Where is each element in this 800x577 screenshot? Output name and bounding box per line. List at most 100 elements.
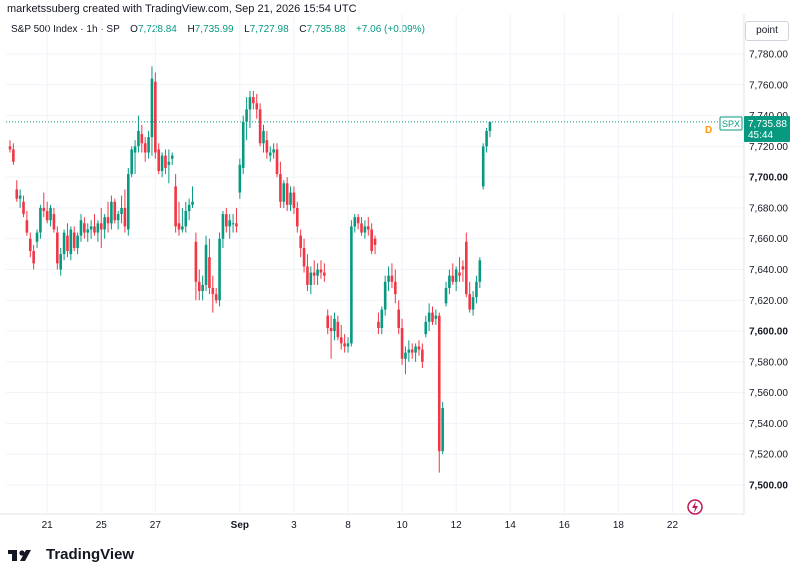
candle-body [370,229,373,252]
candle [421,343,424,369]
candle-body [79,220,83,236]
close-value: 7,735.88 [306,24,346,35]
chart-caption: marketssuberg created with TradingView.c… [7,3,357,15]
candle [106,201,110,233]
candle-body [316,269,319,276]
candle-body [339,337,343,344]
candle [481,143,485,190]
candle [252,90,255,110]
candle-body [177,223,181,230]
candle [394,269,397,304]
symbol-legend: S&P 500 Index · 1h · SP O7,728.84 H7,735… [11,24,425,35]
candle-body [181,226,184,230]
candle [397,300,400,335]
change-value: +7.06 (+0.09%) [355,24,425,35]
candle [488,121,492,138]
x-tick-label: 8 [345,520,351,531]
x-tick-label: 18 [613,520,625,531]
candle [417,340,421,356]
candle-body [377,321,380,328]
candle-body [93,226,96,233]
candle-body [306,266,309,285]
candle-body [296,207,299,227]
candle-body [110,201,113,224]
candle-body [421,349,424,362]
x-tick-label: 25 [96,520,108,531]
candle-body [143,143,147,153]
x-tick-label: 16 [559,520,571,531]
x-tick-label: 14 [505,520,517,531]
lightning-icon[interactable] [687,499,703,515]
candle-body [241,121,245,168]
candle-body [32,251,35,264]
candle-body [69,229,73,255]
candle [475,275,478,304]
candle [204,235,208,292]
candle [167,149,171,184]
candle-body [363,226,367,233]
candle [292,186,296,215]
candle [225,207,228,233]
candle [360,217,363,236]
candle-body [221,214,225,239]
candle-body [99,223,103,230]
candle-body [312,272,316,276]
candle [150,66,154,156]
candle-body [228,220,231,227]
candle-body [235,223,238,227]
candle [120,195,123,224]
candle-body [113,201,117,221]
candle [12,143,15,165]
candle-body [343,343,346,347]
candle [184,201,188,233]
candle [66,223,69,258]
candle-body [140,134,144,144]
candle-body [471,297,475,310]
candle [363,220,367,239]
candle-body [319,269,323,273]
candle [309,266,313,295]
candle [28,232,32,258]
candle-body [52,214,56,230]
candle-body [268,152,272,156]
candle [25,211,29,236]
candle-body [410,349,414,353]
price-tag-symbol: SPX [722,119,740,129]
candle [390,263,394,288]
candle [116,211,120,230]
candle [231,214,235,233]
candle-body [133,146,137,153]
candle [454,266,458,292]
y-tick-label: 7,560.00 [749,388,788,399]
dividend-marker[interactable]: D [705,125,712,136]
candle [208,238,211,295]
scale-mode-button[interactable]: point [745,21,789,41]
candle [383,275,387,316]
candle-body [448,275,451,288]
candle [187,198,191,221]
candle [170,152,174,165]
candle [18,189,22,208]
candle [79,214,83,242]
candle-body [191,201,194,205]
candle-body [279,174,282,202]
x-tick-label: 27 [150,520,162,531]
candle-body [468,294,471,310]
candle [218,232,221,307]
candle-body [96,223,100,233]
y-tick-label: 7,620.00 [749,296,788,307]
candle-body [167,161,171,165]
candle [370,223,373,255]
candle-body [18,195,22,199]
candle [387,266,390,292]
candle-body [461,266,465,270]
candle-body [417,346,421,350]
candle [197,269,201,301]
candle [336,315,340,341]
candle [400,318,404,365]
candle-body [380,309,384,328]
candle [160,152,164,178]
candle [42,192,46,218]
candle-body [309,272,313,285]
